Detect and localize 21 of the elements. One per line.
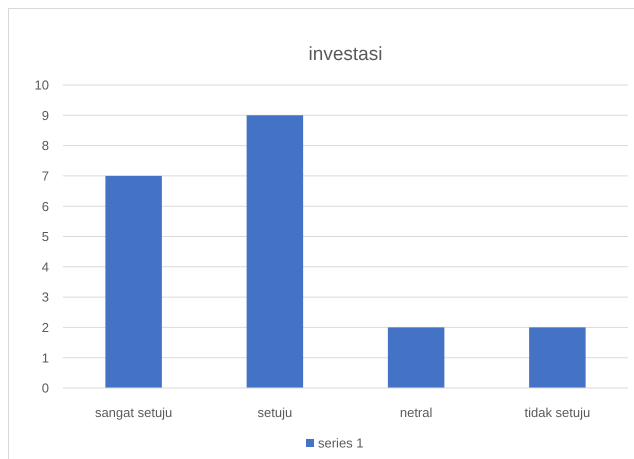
y-tick-label: 4 (42, 259, 49, 274)
y-tick-label: 6 (42, 198, 49, 214)
bar (105, 176, 162, 388)
y-tick-label: 0 (42, 380, 49, 396)
bar (529, 327, 586, 388)
x-tick-label: tidak setuju (524, 405, 590, 420)
x-tick-label: setuju (258, 405, 292, 420)
y-tick-label: 8 (42, 138, 49, 154)
legend-label: series 1 (318, 436, 364, 451)
y-tick-label: 9 (42, 108, 49, 123)
bar (388, 327, 444, 388)
y-tick-label: 5 (42, 229, 49, 244)
y-tick-label: 2 (42, 320, 49, 335)
bar (246, 115, 304, 388)
y-tick-label: 7 (42, 168, 49, 184)
y-tick-label: 10 (34, 78, 49, 93)
chart-title: investasi (308, 44, 382, 65)
y-tick-label: 3 (42, 290, 49, 305)
y-tick-label: 1 (42, 350, 49, 366)
x-tick-label: sangat setuju (94, 405, 172, 420)
x-tick-label: netral (400, 405, 432, 420)
